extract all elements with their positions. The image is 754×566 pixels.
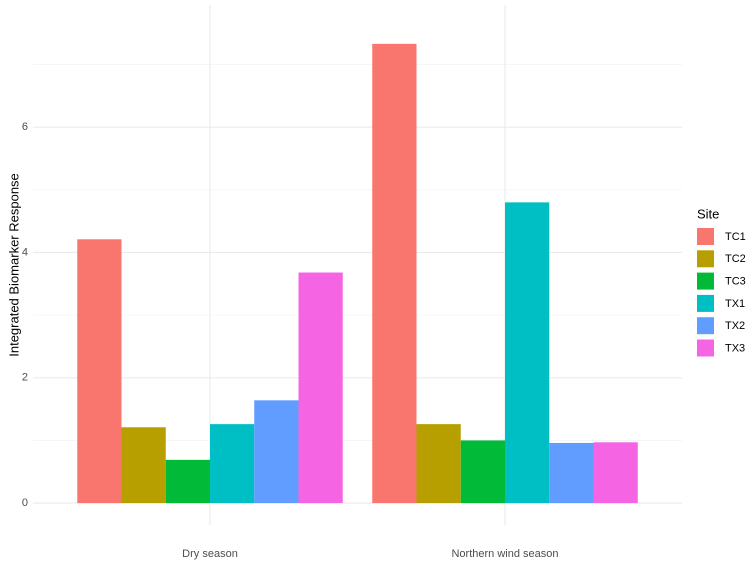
y-tick-label: 4	[22, 246, 28, 258]
y-tick-label: 0	[22, 497, 28, 509]
legend-key	[697, 294, 714, 312]
legend-title: Site	[697, 206, 719, 221]
legend-label: TC1	[725, 231, 746, 243]
bar	[254, 400, 299, 504]
bar	[121, 427, 166, 504]
y-tick-label: 2	[22, 372, 28, 384]
x-tick-label: Dry season	[182, 548, 238, 560]
bar	[77, 239, 122, 504]
legend-label: TC2	[725, 253, 746, 265]
legend-label: TX1	[725, 298, 745, 310]
bar	[460, 440, 505, 504]
legend-key	[697, 339, 714, 357]
bar	[505, 202, 550, 504]
y-axis-title: Integrated Biomarker Response	[6, 173, 21, 357]
x-tick-label: Northern wind season	[451, 548, 558, 560]
bar	[298, 272, 343, 504]
y-tick-label: 6	[22, 121, 28, 133]
bar	[210, 424, 255, 504]
legend-label: TC3	[725, 276, 746, 288]
bar	[593, 442, 638, 504]
legend-label: TX2	[725, 320, 745, 332]
legend-key	[697, 250, 714, 268]
bar	[416, 424, 461, 504]
bar	[549, 442, 594, 504]
legend-label: TX3	[725, 342, 745, 354]
legend-key	[697, 228, 714, 245]
bar	[372, 43, 417, 504]
bar	[165, 459, 210, 504]
legend-key	[697, 272, 714, 290]
legend-key	[697, 317, 714, 335]
